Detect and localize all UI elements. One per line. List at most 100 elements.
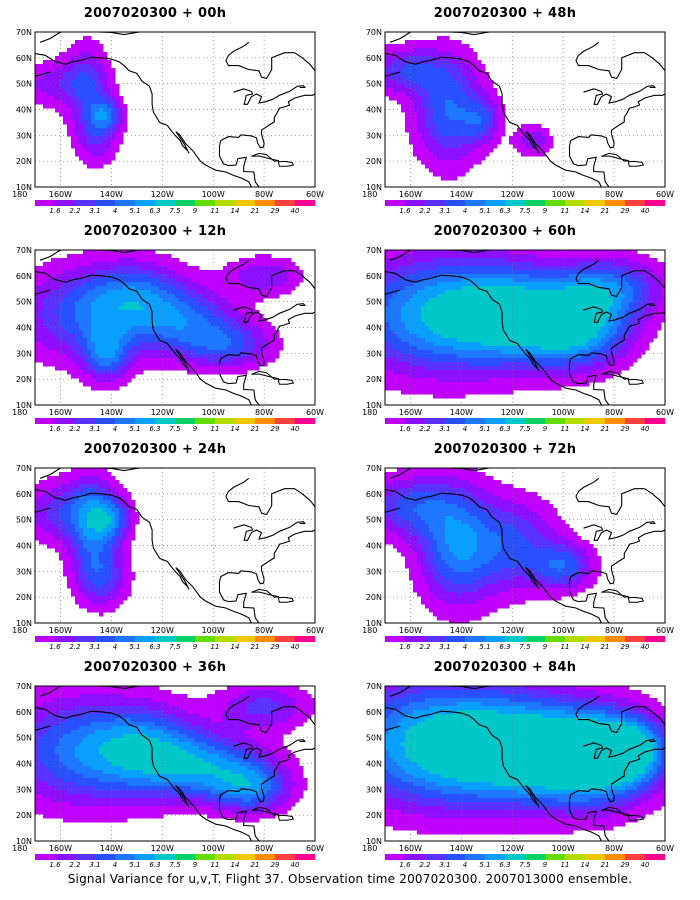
field-cell xyxy=(71,338,76,343)
field-cell xyxy=(425,68,430,73)
field-cell xyxy=(649,290,654,295)
field-cell xyxy=(457,270,462,275)
field-cell xyxy=(67,120,72,125)
field-cell xyxy=(433,152,438,157)
field-cell xyxy=(421,326,426,331)
field-cell xyxy=(87,326,92,331)
field-cell xyxy=(393,338,398,343)
field-cell xyxy=(501,266,506,271)
field-cell xyxy=(107,294,112,299)
field-cell xyxy=(99,298,104,303)
field-cell xyxy=(553,270,558,275)
colorbar-label: 21 xyxy=(251,207,260,215)
field-cell xyxy=(103,266,108,271)
field-cell xyxy=(601,262,606,267)
field-cell xyxy=(75,44,80,49)
field-cell xyxy=(529,152,534,157)
field-cell xyxy=(649,338,654,343)
field-cell xyxy=(83,286,88,291)
field-cell xyxy=(95,112,100,117)
field-cell xyxy=(171,282,176,287)
field-cell xyxy=(569,258,574,263)
field-cell xyxy=(477,124,482,129)
field-cell xyxy=(63,112,68,117)
field-cell xyxy=(429,258,434,263)
field-cell xyxy=(43,278,48,283)
field-cell xyxy=(453,306,458,311)
field-cell xyxy=(179,266,184,271)
field-cell xyxy=(103,338,108,343)
field-cell xyxy=(159,306,164,311)
field-cell xyxy=(505,306,510,311)
field-cell xyxy=(401,342,406,347)
field-cell xyxy=(51,80,56,85)
field-cell xyxy=(63,104,68,109)
field-cell xyxy=(489,262,494,267)
field-cell xyxy=(135,354,140,359)
field-cell xyxy=(521,334,526,339)
field-cell xyxy=(469,326,474,331)
field-cell xyxy=(159,298,164,303)
field-cell xyxy=(641,334,646,339)
field-cell xyxy=(91,44,96,49)
field-cell xyxy=(187,330,192,335)
field-cell xyxy=(207,270,212,275)
field-cell xyxy=(195,362,200,367)
field-cell xyxy=(51,88,56,93)
field-cell xyxy=(235,314,240,319)
field-cell xyxy=(517,302,522,307)
field-cell xyxy=(513,314,518,319)
field-cell xyxy=(625,322,630,327)
field-cell xyxy=(211,278,216,283)
field-cell xyxy=(449,76,454,81)
field-cell xyxy=(127,254,132,259)
field-cell xyxy=(67,124,72,129)
field-cell xyxy=(457,136,462,141)
field-cell xyxy=(561,310,566,315)
field-cell xyxy=(401,254,406,259)
field-cell xyxy=(239,274,244,279)
field-cell xyxy=(239,310,244,315)
field-cell xyxy=(159,358,164,363)
field-cell xyxy=(537,334,542,339)
field-cell xyxy=(271,278,276,283)
field-cell xyxy=(473,160,478,165)
field-cell xyxy=(645,266,650,271)
field-cell xyxy=(199,338,204,343)
field-cell xyxy=(83,108,88,113)
field-cell xyxy=(449,286,454,291)
field-cell xyxy=(437,44,442,49)
field-cell xyxy=(63,334,68,339)
field-cell xyxy=(449,120,454,125)
field-cell xyxy=(151,254,156,259)
field-cell xyxy=(139,274,144,279)
field-cell xyxy=(123,350,128,355)
field-cell xyxy=(425,310,430,315)
field-cell xyxy=(151,346,156,351)
field-cell xyxy=(215,350,220,355)
field-cell xyxy=(645,254,650,259)
field-cell xyxy=(295,266,300,271)
field-cell xyxy=(429,160,434,165)
field-cell xyxy=(453,68,458,73)
field-cell xyxy=(413,96,418,101)
field-cell xyxy=(99,386,104,391)
field-cell xyxy=(553,282,558,287)
lat-label: 10N xyxy=(16,401,32,410)
field-cell xyxy=(449,310,454,315)
field-cell xyxy=(485,254,490,259)
field-cell xyxy=(47,346,52,351)
field-cell xyxy=(621,298,626,303)
field-cell xyxy=(219,338,224,343)
field-cell xyxy=(477,148,482,153)
field-cell xyxy=(485,262,490,267)
field-cell xyxy=(59,362,64,367)
field-cell xyxy=(521,132,526,137)
field-cell xyxy=(549,314,554,319)
field-cell xyxy=(549,334,554,339)
field-cell xyxy=(521,338,526,343)
field-cell xyxy=(255,338,260,343)
field-cell xyxy=(131,294,136,299)
field-cell xyxy=(147,262,152,267)
field-cell xyxy=(489,318,494,323)
